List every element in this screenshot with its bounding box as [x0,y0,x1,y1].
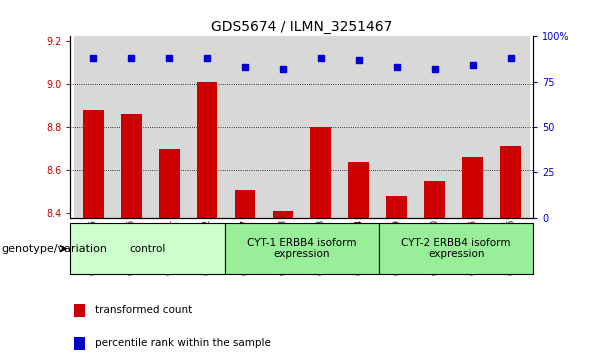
Point [164,55,174,61]
Bar [83,110,104,218]
Point [392,64,402,70]
Title: GDS5674 / ILMN_3251467: GDS5674 / ILMN_3251467 [211,20,392,34]
Point [316,55,326,61]
Bar [150,36,188,218]
Point [202,55,212,61]
Bar [264,36,302,218]
Point [278,66,288,72]
Text: percentile rank within the sample: percentile rank within the sample [95,338,271,348]
Bar [121,114,142,218]
Bar [462,157,483,218]
Bar [424,181,445,218]
Bar [500,147,521,218]
Bar [302,36,340,218]
Bar [74,36,112,218]
Bar [378,36,416,218]
Bar [416,36,454,218]
Point [468,62,478,68]
Bar [197,82,218,218]
Point [506,55,516,61]
Bar [310,127,331,218]
Text: control: control [129,244,166,254]
Bar [226,36,264,218]
Bar [348,162,369,218]
Bar [273,211,294,218]
Point [88,55,98,61]
Bar [112,36,150,218]
Text: CYT-2 ERBB4 isoform
expression: CYT-2 ERBB4 isoform expression [402,238,511,260]
Bar [188,36,226,218]
Text: genotype/variation: genotype/variation [1,244,107,254]
Bar [340,36,378,218]
Point [430,66,440,72]
Point [354,57,364,63]
Text: CYT-1 ERBB4 isoform
expression: CYT-1 ERBB4 isoform expression [247,238,357,260]
Bar [454,36,492,218]
Point [126,55,136,61]
Point [240,64,250,70]
Bar [235,190,256,218]
Bar [159,149,180,218]
Text: transformed count: transformed count [95,305,192,315]
Bar [386,196,407,218]
Bar [492,36,530,218]
